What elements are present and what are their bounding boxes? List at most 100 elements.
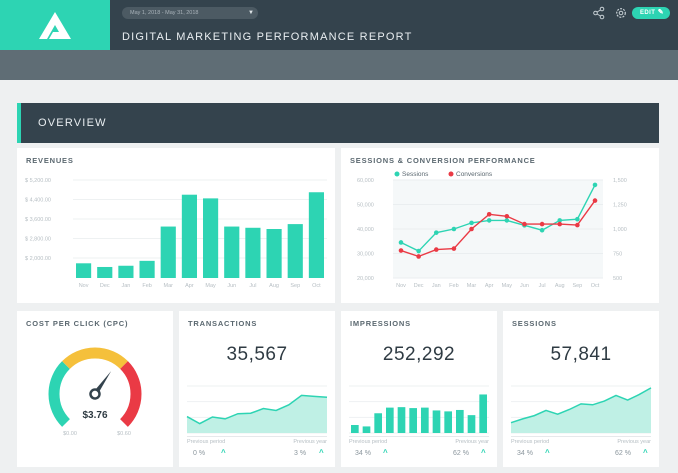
x-tick-label: Feb bbox=[449, 283, 458, 289]
transactions-card: TRANSACTIONS 35,567 Previous period Prev… bbox=[179, 311, 335, 467]
x-tick-label: Sep bbox=[572, 283, 582, 289]
x-tick-label: May bbox=[205, 283, 216, 289]
sessions-conversion-chart: 60,000 1,500 50,000 1,250 40,000 1,000 30,000 7… bbox=[357, 171, 627, 289]
date-range-select[interactable]: May 1, 2018 - May 31, 2018 ▼ bbox=[122, 7, 258, 19]
divider bbox=[187, 436, 327, 437]
y-right-tick-label: 500 bbox=[613, 276, 622, 282]
gauge-min-label: $0.00 bbox=[63, 431, 77, 437]
impressions-bar bbox=[421, 407, 429, 433]
sessions-value: 57,841 bbox=[550, 344, 612, 365]
revenue-bar bbox=[224, 226, 240, 278]
impressions-card: IMPRESSIONS 252,292 Previous period Prev… bbox=[341, 311, 497, 467]
x-tick-label: Apr bbox=[485, 283, 494, 289]
revenue-bar bbox=[266, 229, 282, 278]
impressions-bar bbox=[351, 425, 359, 433]
arrow-up-icon: ^ bbox=[221, 448, 226, 457]
series-point-sessions bbox=[557, 218, 563, 223]
series-point-sessions bbox=[433, 230, 439, 235]
y-left-tick-label: 20,000 bbox=[357, 276, 374, 282]
transactions-sparkline bbox=[186, 385, 328, 434]
transactions-value: 35,567 bbox=[226, 344, 288, 365]
overview-label: OVERVIEW bbox=[38, 117, 107, 129]
series-point-sessions bbox=[416, 248, 421, 254]
sessions-sparkline bbox=[510, 385, 652, 434]
series-point-conversions bbox=[557, 221, 563, 227]
x-tick-label: Jul bbox=[539, 283, 546, 289]
x-tick-label: Aug bbox=[555, 283, 565, 289]
impressions-bar bbox=[386, 407, 394, 433]
x-tick-label: Jan bbox=[432, 283, 441, 289]
impressions-bar bbox=[479, 394, 487, 433]
series-line-conversions bbox=[400, 200, 596, 258]
series-point-sessions bbox=[451, 226, 457, 232]
y-left-tick-label: 40,000 bbox=[357, 227, 374, 233]
x-tick-label: May bbox=[502, 283, 513, 289]
logo-icon bbox=[39, 12, 71, 39]
cpc-card: COST PER CLICK (CPC) $3.76 $0.00 $0.60 bbox=[17, 311, 173, 467]
y-tick-label: $ 4,400.00 bbox=[25, 198, 51, 204]
gear-icon[interactable] bbox=[614, 6, 628, 20]
x-tick-label: Dec bbox=[414, 283, 424, 289]
series-point-conversions bbox=[469, 226, 474, 232]
sessions-card: SESSIONS 57,841 Previous period Previous… bbox=[503, 311, 659, 467]
impressions-bar bbox=[467, 415, 476, 433]
y-right-tick-label: 750 bbox=[613, 252, 622, 258]
transactions-title: TRANSACTIONS bbox=[188, 319, 258, 328]
gauge-mid-segment bbox=[62, 347, 128, 370]
revenue-bar bbox=[76, 263, 92, 278]
revenues-title: REVENUES bbox=[26, 156, 74, 165]
top-bar: May 1, 2018 - May 31, 2018 ▼ DIGITAL MAR… bbox=[0, 0, 678, 50]
sessions-title: SESSIONS bbox=[512, 319, 557, 328]
x-tick-label: Aug bbox=[269, 283, 279, 289]
y-left-tick-label: 30,000 bbox=[357, 252, 374, 258]
revenues-chart: $ 5,200.00 $ 4,400.00 $ 3,600.00 $ 2,800.00… bbox=[25, 178, 327, 289]
series-point-conversions bbox=[433, 247, 439, 252]
x-tick-label: Nov bbox=[396, 283, 406, 289]
prev-period-value: 34 % bbox=[355, 450, 371, 457]
arrow-up-icon: ^ bbox=[319, 448, 324, 457]
impressions-bar bbox=[444, 411, 452, 433]
legend-label: Sessions bbox=[402, 171, 429, 178]
cpc-value: $3.76 bbox=[82, 410, 107, 421]
revenue-bar bbox=[181, 194, 197, 278]
prev-period-label: Previous period bbox=[187, 439, 226, 445]
divider bbox=[511, 436, 651, 437]
y-left-tick-label: 60,000 bbox=[357, 178, 374, 184]
revenue-bar bbox=[139, 260, 155, 278]
y-right-tick-label: 1,000 bbox=[613, 227, 627, 233]
x-tick-label: Mar bbox=[164, 283, 174, 289]
gauge-max-label: $0.60 bbox=[117, 431, 131, 437]
gauge-low-segment bbox=[48, 361, 71, 427]
logo[interactable] bbox=[0, 0, 110, 50]
y-tick-label: $ 2,000.00 bbox=[25, 256, 51, 262]
cpc-title: COST PER CLICK (CPC) bbox=[26, 319, 129, 328]
prev-year-label: Previous year bbox=[293, 439, 327, 445]
x-tick-label: Feb bbox=[142, 283, 151, 289]
gauge-high-segment bbox=[119, 361, 142, 427]
impressions-bar bbox=[409, 408, 417, 433]
prev-year-label: Previous year bbox=[455, 439, 489, 445]
sessions-conversion-card: SESSIONS & CONVERSION PERFORMANCE 60,000… bbox=[341, 148, 659, 303]
revenues-card: REVENUES $ 5,200.00 $ 4,400.00 $ 3,600.00 $… bbox=[17, 148, 335, 303]
edit-button[interactable]: EDIT ✎ bbox=[632, 7, 670, 19]
y-right-tick-label: 1,250 bbox=[613, 203, 627, 209]
series-point-sessions bbox=[469, 220, 474, 226]
legend-marker bbox=[448, 171, 454, 177]
series-point-conversions bbox=[451, 246, 457, 251]
revenue-bar bbox=[308, 192, 324, 278]
area-line bbox=[186, 394, 328, 425]
gauge-needle bbox=[89, 371, 112, 400]
prev-year-value: 62 % bbox=[615, 450, 631, 457]
prev-year-label: Previous year bbox=[617, 439, 651, 445]
overview-section-header: OVERVIEW bbox=[17, 103, 659, 143]
x-tick-label: Apr bbox=[185, 283, 194, 289]
series-point-sessions bbox=[398, 240, 404, 245]
share-icon[interactable] bbox=[592, 6, 606, 20]
revenue-bar bbox=[245, 227, 261, 278]
x-tick-label: Dec bbox=[100, 283, 110, 289]
pencil-icon: ✎ bbox=[657, 9, 664, 16]
arrow-up-icon: ^ bbox=[643, 448, 648, 457]
x-tick-label: Jun bbox=[227, 283, 236, 289]
arrow-up-icon: ^ bbox=[383, 448, 388, 457]
area-fill bbox=[511, 387, 651, 433]
